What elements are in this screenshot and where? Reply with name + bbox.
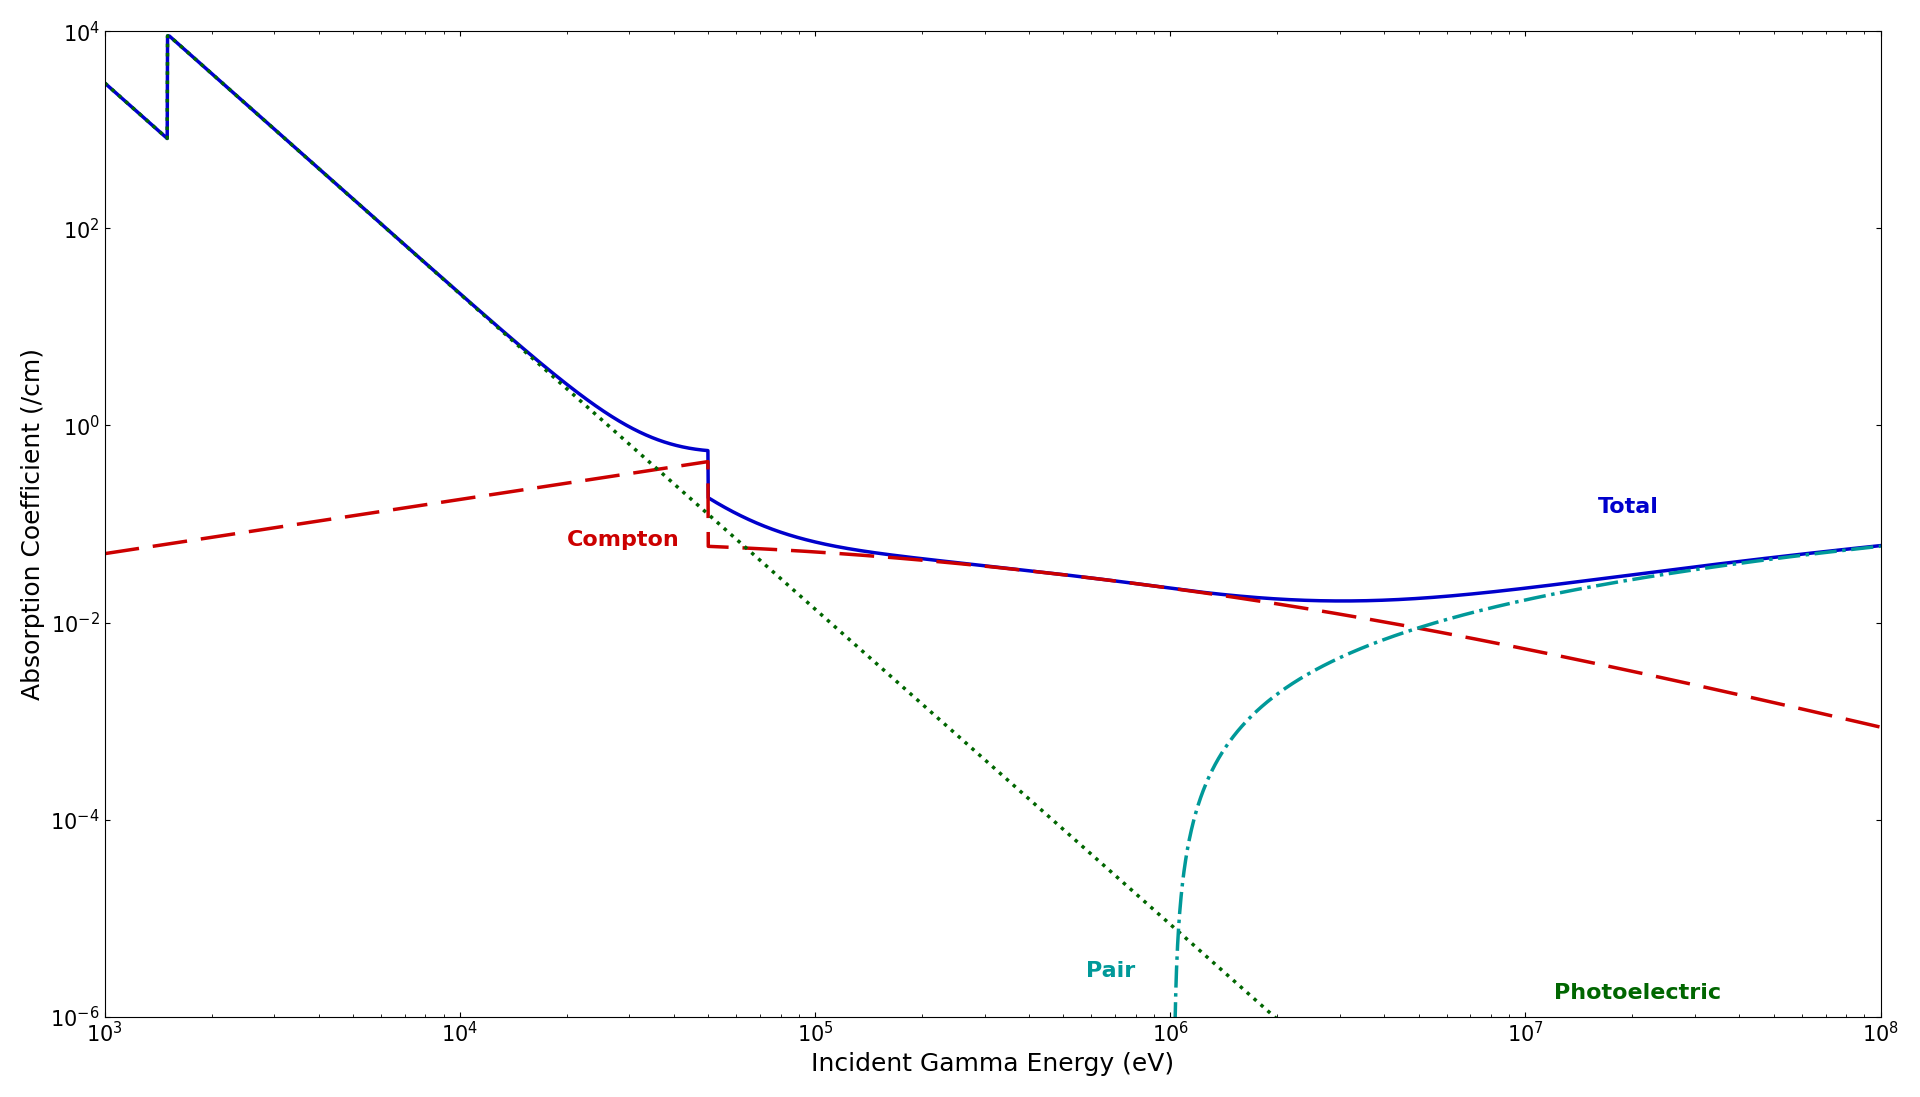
- X-axis label: Incident Gamma Energy (eV): Incident Gamma Energy (eV): [810, 1052, 1175, 1076]
- Y-axis label: Absorption Coefficient (/cm): Absorption Coefficient (/cm): [21, 348, 44, 700]
- Text: Compton: Compton: [566, 530, 680, 550]
- Text: Total: Total: [1597, 497, 1659, 517]
- Text: Pair: Pair: [1087, 961, 1135, 982]
- Text: Photoelectric: Photoelectric: [1553, 983, 1720, 1003]
